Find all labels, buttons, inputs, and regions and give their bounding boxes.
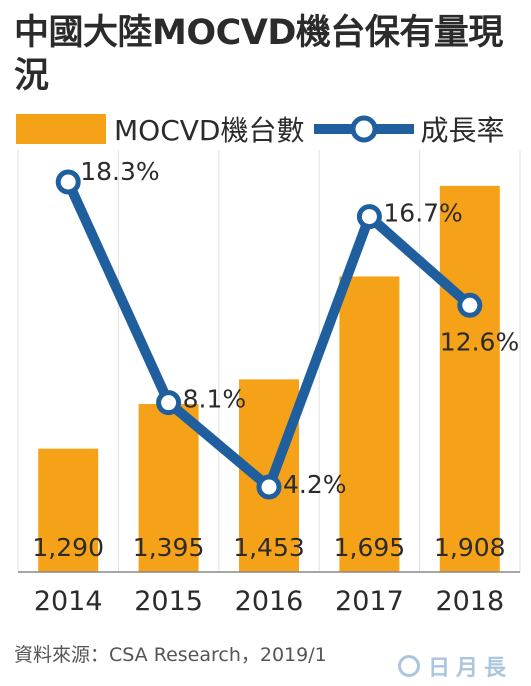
bar-value-label: 1,908 (434, 533, 506, 562)
bar-2018 (439, 185, 500, 572)
bar-value-label: 1,695 (334, 533, 406, 562)
bar-value-label: 1,395 (133, 533, 205, 562)
bar-2017 (339, 276, 400, 572)
growth-rate-label: 4.2% (283, 470, 347, 499)
bar-value-label: 1,453 (233, 533, 305, 562)
growth-rate-label: 12.6% (440, 327, 519, 356)
legend-bar-label: MOCVD機台數 (114, 114, 305, 147)
legend-line-swatch (314, 115, 415, 143)
legend: MOCVD機台數 成長率 (16, 112, 505, 147)
legend-bar-swatch (16, 114, 106, 144)
growth-rate-label: 18.3% (80, 157, 159, 186)
chart-title: 中國大陸MOCVD機台保有量現況 (14, 13, 503, 96)
source-note: 資料來源：CSA Research，2019/1 (14, 644, 327, 666)
x-tick-label: 2018 (435, 586, 504, 617)
x-tick-label: 2014 (34, 586, 103, 617)
x-tick-label: 2015 (134, 586, 203, 617)
x-tick-label: 2016 (235, 586, 304, 617)
bar-2015 (138, 404, 199, 572)
growth-rate-point-2016 (256, 474, 282, 500)
watermark-logo-icon (398, 655, 420, 677)
watermark: 日月長 (398, 650, 512, 682)
growth-rate-point-2018 (457, 292, 483, 318)
x-tick-label: 2017 (335, 586, 404, 617)
growth-rate-point-2017 (356, 204, 382, 230)
growth-rate-point-2014 (55, 169, 81, 195)
legend-line-label: 成長率 (420, 114, 505, 147)
growth-rate-label: 8.1% (183, 385, 247, 414)
watermark-text: 日月長 (428, 656, 513, 681)
bar-value-label: 1,290 (32, 533, 104, 562)
growth-rate-label: 16.7% (383, 199, 462, 228)
bar-2014 (38, 448, 99, 572)
growth-rate-point-2015 (156, 390, 182, 416)
